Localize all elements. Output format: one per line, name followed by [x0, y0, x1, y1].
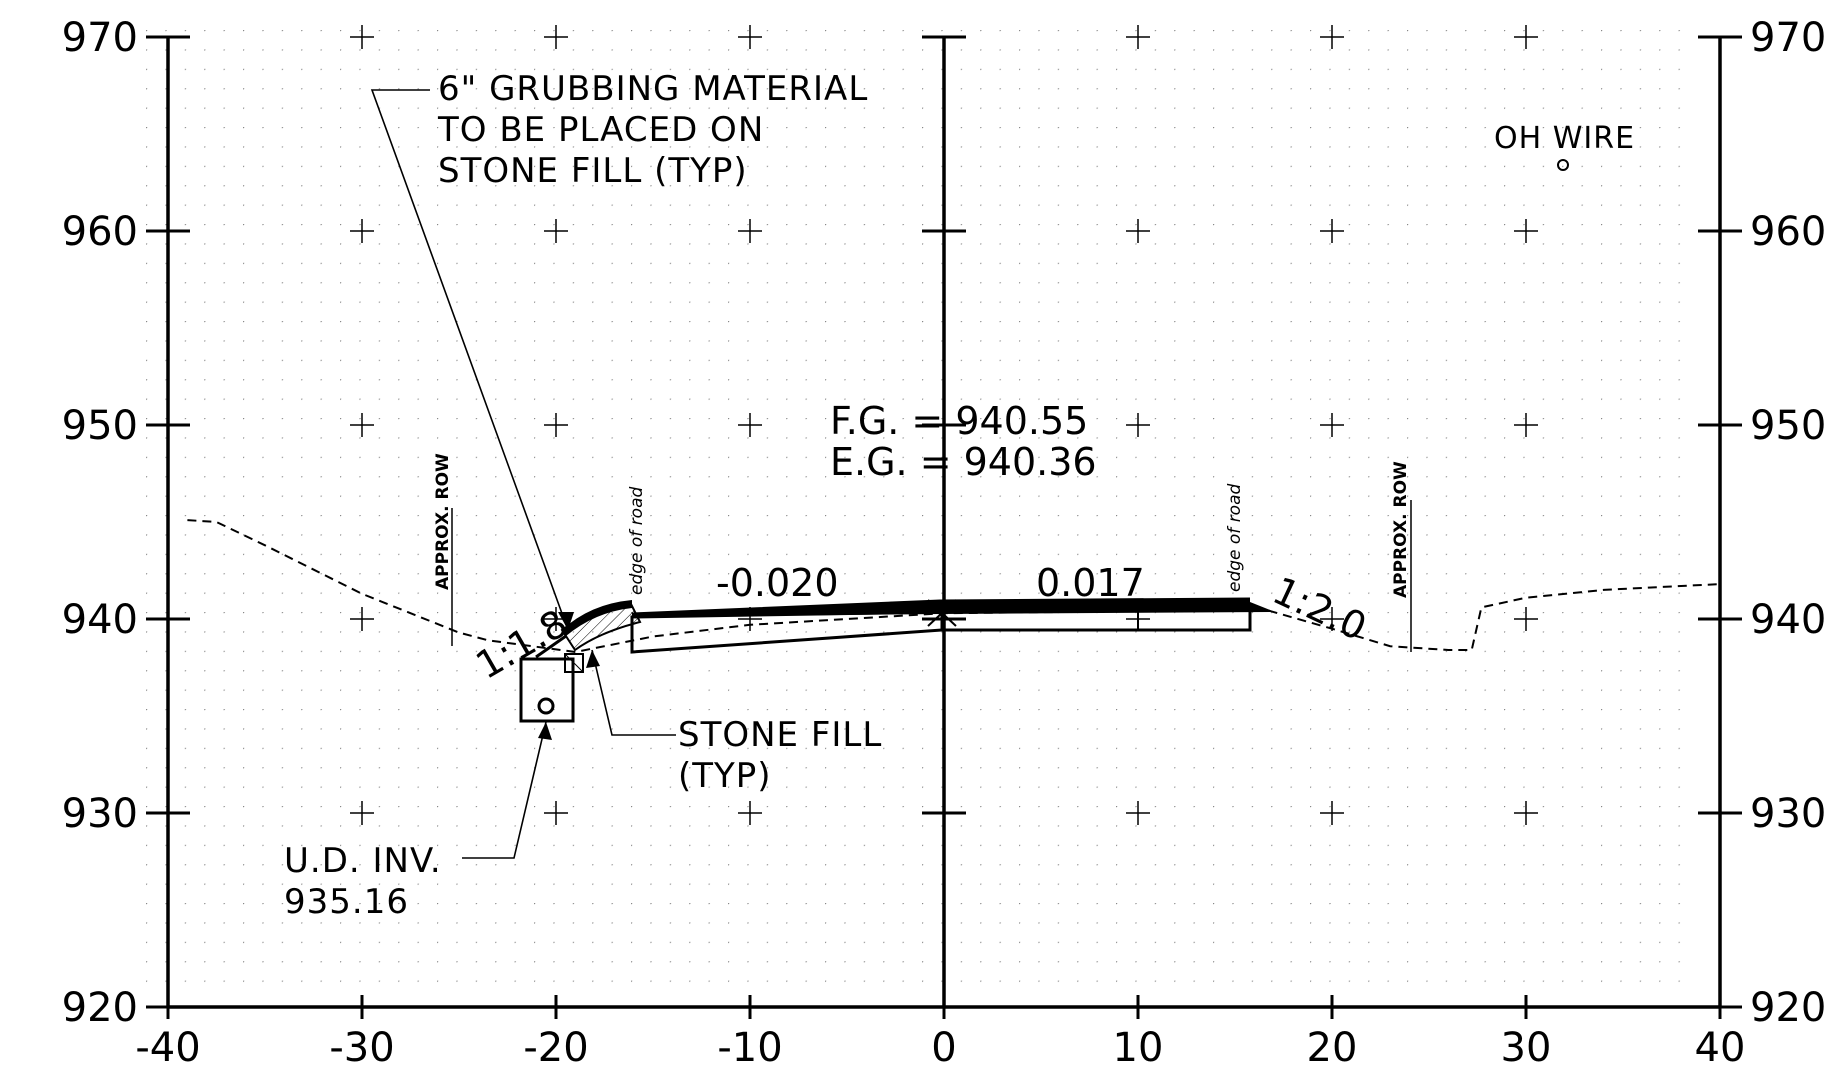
ud-leader — [462, 721, 547, 859]
grubbing-label-1: 6" GRUBBING MATERIAL — [438, 69, 868, 109]
roadway-section — [451, 159, 1569, 723]
x-tick-label: -10 — [717, 1025, 782, 1071]
approx-row-right: APPROX. ROW — [1391, 461, 1411, 598]
stone-fill-leader — [591, 649, 676, 736]
edge-of-road-left: edge of road — [627, 486, 647, 595]
finish-grade-top — [631, 597, 1251, 618]
x-tick-label: 20 — [1307, 1025, 1358, 1071]
y-tick-label-right: 960 — [1750, 209, 1826, 255]
y-tick-label-right: 970 — [1750, 15, 1826, 61]
stone-fill-label-2: (TYP) — [678, 756, 772, 796]
underdrain-pipe — [537, 697, 555, 715]
side-slope-left — [535, 634, 567, 659]
y-tick-label-right: 940 — [1750, 597, 1826, 643]
finish-grade-line — [632, 602, 1275, 617]
approx-row-left: APPROX. ROW — [433, 453, 453, 590]
oh-wire-point — [1557, 159, 1569, 171]
leader-lines — [370, 89, 676, 859]
tick-labels: 920 920 930 930 940 940 950 950 960 960 970 970 -40 -… — [62, 15, 1827, 1071]
slope-left-label: -0.020 — [716, 561, 839, 605]
y-tick-label-left: 950 — [62, 403, 138, 449]
y-tick-label-left: 970 — [62, 15, 138, 61]
y-tick-label-right: 950 — [1750, 403, 1826, 449]
y-tick-label-left: 920 — [62, 985, 138, 1031]
grubbing-label-2: TO BE PLACED ON — [437, 110, 764, 150]
x-tick-label: -40 — [135, 1025, 200, 1071]
oh-wire-label: OH WIRE — [1494, 121, 1635, 156]
axes — [146, 35, 1742, 1019]
x-tick-label: -20 — [523, 1025, 588, 1071]
x-tick-label: 30 — [1501, 1025, 1552, 1071]
y-tick-label-left: 960 — [62, 209, 138, 255]
annotations: 6" GRUBBING MATERIAL TO BE PLACED ON STO… — [284, 69, 1635, 922]
edge-of-road-right: edge of road — [1225, 483, 1245, 592]
underdrain-box — [519, 657, 575, 723]
stone-fill-label-1: STONE FILL — [678, 715, 882, 755]
y-tick-label-left: 930 — [62, 791, 138, 837]
grubbing-label-3: STONE FILL (TYP) — [438, 151, 748, 191]
ud-inv-label-2: 935.16 — [284, 882, 409, 922]
x-tick-label: 40 — [1695, 1025, 1746, 1071]
x-tick-label: 10 — [1113, 1025, 1164, 1071]
grubbing-material — [562, 600, 632, 636]
slope-right-label: 0.017 — [1036, 561, 1145, 605]
stone-fill-block-diag — [564, 653, 584, 673]
y-tick-label-right: 920 — [1750, 985, 1826, 1031]
dot-grid — [146, 30, 1698, 1000]
stone-fill-block — [564, 653, 584, 673]
x-tick-label: 0 — [931, 1025, 956, 1071]
x-tick-label: -30 — [329, 1025, 394, 1071]
ud-inv-label-1: U.D. INV. — [284, 841, 442, 881]
grubbing-leader — [370, 89, 569, 631]
y-tick-label-left: 940 — [62, 597, 138, 643]
y-tick-label-right: 930 — [1750, 791, 1826, 837]
existing-grade-label: E.G. = 940.36 — [830, 440, 1097, 484]
finish-grade-label: F.G. = 940.55 — [830, 399, 1088, 443]
centerline-mark-2 — [927, 599, 957, 627]
